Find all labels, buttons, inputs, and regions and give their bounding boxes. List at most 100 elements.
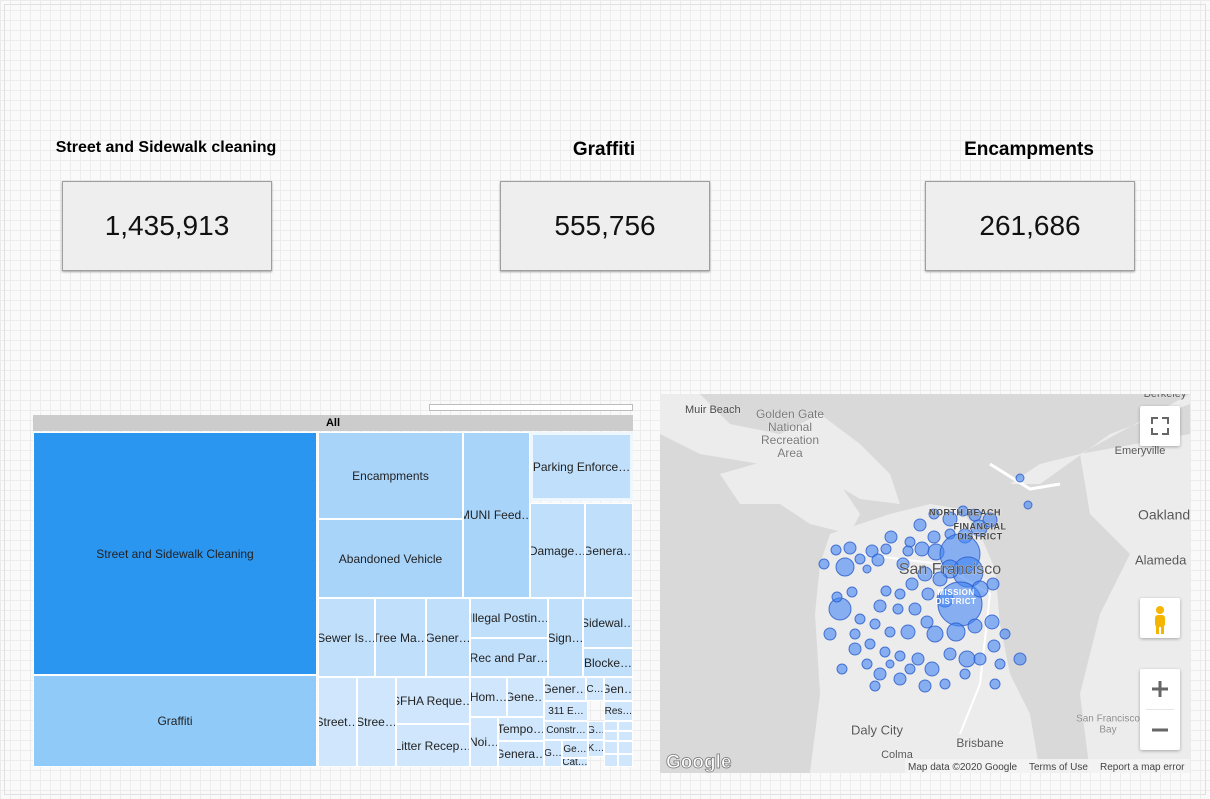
canvas-frame [4, 4, 1206, 795]
treemap-cell[interactable]: Litter Recep… [396, 724, 470, 767]
treemap-cell[interactable]: Cat… [562, 758, 588, 767]
treemap-cell[interactable]: Gen… [604, 677, 633, 701]
scroll-indicator [429, 404, 633, 411]
treemap-cell[interactable]: Constr… [544, 721, 588, 740]
treemap-cell-small[interactable] [604, 731, 618, 741]
treemap-cell[interactable]: Sidewal… [583, 598, 633, 648]
attribution-bar [905, 759, 1190, 773]
scorecard-title: Encampments [964, 139, 1094, 160]
map-bubble [914, 541, 930, 557]
map-bubble [927, 530, 941, 544]
map-canvas: Muir Beach Golden GateNationalRecreationA… [660, 394, 1190, 773]
place-label: NORTH BEACH [929, 507, 1001, 517]
map-bubble [861, 658, 873, 670]
treemap-cell[interactable]: Illegal Postin… [470, 598, 548, 638]
pegman-icon [1155, 606, 1165, 634]
map-bubble [918, 679, 932, 693]
treemap-cell-small[interactable] [618, 721, 633, 731]
fullscreen-button[interactable] [1140, 406, 1180, 446]
place-label: Colma [881, 749, 914, 761]
treemap-cell[interactable]: C… [586, 677, 604, 701]
map-bubble [946, 622, 966, 642]
treemap-cell-small[interactable] [604, 721, 618, 731]
treemap-cell-small[interactable] [604, 741, 618, 754]
place-label: Bay [1099, 725, 1116, 736]
treemap-cell[interactable]: Gener… [544, 677, 586, 701]
map-bubble [908, 602, 922, 616]
treemap-cell[interactable]: Tree Ma… [375, 598, 426, 677]
report-link[interactable]: Report a map error [1100, 762, 1185, 773]
map-bubble [911, 652, 925, 666]
treemap-root[interactable]: All [33, 415, 633, 431]
map-bubble [1015, 473, 1025, 483]
treemap-cell[interactable]: MUNI Feed… [463, 432, 530, 598]
zoom-icons [1146, 681, 1174, 732]
map-bubble [957, 505, 969, 517]
map-bubble [959, 668, 971, 680]
treemap-cell[interactable]: Gener… [426, 598, 470, 677]
treemap-cell-small[interactable] [618, 754, 633, 767]
map-bubble [818, 558, 830, 570]
treemap-cell[interactable]: Damage… [530, 503, 585, 598]
treemap-cell[interactable]: Hom… [470, 677, 507, 717]
map-bubble [917, 566, 933, 582]
treemap-cell[interactable]: Genera… [585, 503, 633, 598]
treemap-cell[interactable]: SFHA Reque… [396, 677, 470, 724]
map-bubble [984, 614, 1000, 630]
map-bubble [973, 652, 987, 666]
map-bubble [893, 672, 907, 686]
land [660, 394, 900, 504]
treemap-cell[interactable]: Tempo… [498, 717, 544, 741]
map[interactable]: Muir Beach Golden Gate National Recreation A… [660, 394, 1190, 773]
treemap-cell-small[interactable] [604, 754, 618, 767]
map-bubble [904, 663, 916, 675]
map-bubble [871, 553, 885, 567]
treemap-cell[interactable]: Genera… [498, 741, 544, 767]
treemap-cell[interactable]: Parking Enforce… [530, 432, 633, 501]
map-bubble [823, 627, 837, 641]
map-bubble [892, 603, 904, 615]
treemap-cell[interactable]: Gene… [507, 677, 544, 717]
treemap-cell-small[interactable] [618, 741, 633, 754]
place-label: MISSION [937, 588, 974, 597]
treemap-cell[interactable]: 311 E… [544, 701, 588, 721]
map-bubble [862, 564, 872, 574]
treemap: All Street and Sidewalk Cleaning Graffiti… [33, 404, 633, 767]
treemap-cell[interactable]: Ge… [562, 740, 588, 758]
treemap-cell[interactable]: Noi… [470, 717, 498, 767]
treemap-cell[interactable]: Blocke… [583, 648, 633, 677]
treemap-cell-small[interactable] [618, 731, 633, 741]
road [989, 462, 1061, 491]
place-label: Oakland [1138, 507, 1190, 523]
map-bubble [854, 553, 866, 565]
treemap-cell[interactable]: G… [544, 740, 562, 767]
map-bubble [896, 557, 910, 571]
map-bubble [873, 667, 887, 681]
treemap-cell[interactable]: Sign… [548, 598, 583, 677]
treemap-cell[interactable]: Street and Sidewalk Cleaning [33, 432, 317, 675]
map-bubble [958, 650, 976, 668]
map-bubble [835, 557, 855, 577]
treemap-cell[interactable]: Street… [318, 677, 357, 767]
map-bubble [939, 678, 951, 690]
scorecard-value: 555,756 [500, 181, 710, 271]
land [1010, 394, 1190, 484]
treemap-cell[interactable]: Graffiti [33, 675, 317, 767]
terms-link[interactable]: Terms of Use [1029, 762, 1088, 773]
treemap-cell[interactable]: Rec and Par… [470, 638, 548, 677]
zoom-control [1140, 669, 1180, 750]
treemap-cell[interactable]: Encampments [318, 432, 463, 519]
map-bubble [902, 545, 914, 557]
place-label: FINANCIAL [954, 521, 1007, 531]
map-bubble [894, 650, 906, 662]
treemap-cell[interactable]: Stree… [357, 677, 396, 767]
treemap-cell[interactable]: G… [588, 721, 604, 740]
map-bubble [836, 663, 848, 675]
pegman[interactable] [1140, 598, 1180, 638]
treemap-cell[interactable]: Res… [604, 701, 633, 721]
treemap-cell[interactable]: K… [588, 740, 604, 757]
map-bubble [913, 518, 927, 532]
treemap-cell[interactable]: Sewer Is… [318, 598, 375, 677]
treemap-cell[interactable]: Abandoned Vehicle [318, 519, 463, 598]
